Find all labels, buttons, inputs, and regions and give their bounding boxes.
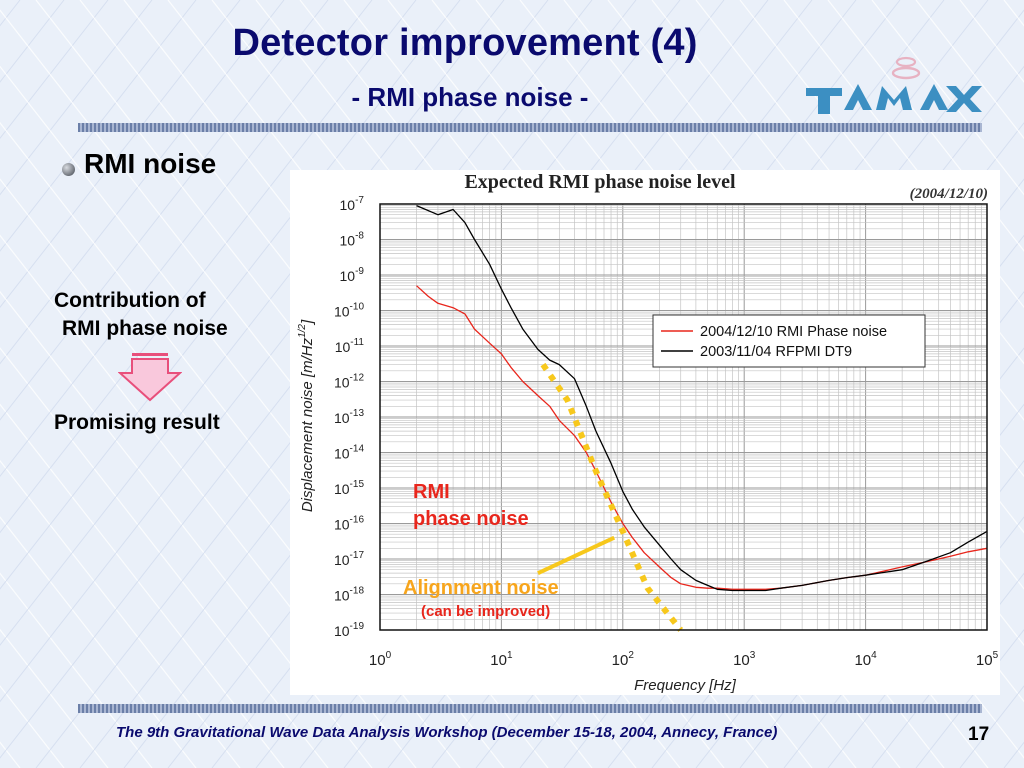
chart-series-layer: [416, 205, 988, 632]
legend-entry-rmi: 2004/12/10 RMI Phase noise: [700, 324, 887, 340]
x-tick-label: 103: [733, 650, 756, 669]
x-tick-label: 100: [369, 650, 392, 669]
plot-frame: [379, 203, 988, 631]
bottom-divider: [78, 704, 982, 713]
slide-subtitle: - RMI phase noise -: [351, 82, 589, 112]
result-text: Promising result: [54, 411, 220, 434]
chart-annotations: RMI phase noise Alignment noise (can be …: [403, 481, 616, 620]
contribution-line1: Contribution of: [54, 289, 206, 312]
y-tick-label: 10-7: [340, 195, 365, 213]
y-tick-label: 10-17: [334, 550, 364, 568]
chart-panel: [290, 170, 1000, 695]
chart-grid: [380, 204, 987, 630]
chart-legend: 2004/12/10 RMI Phase noise 2003/11/04 RF…: [652, 314, 926, 368]
contribution-line2: RMI phase noise: [62, 317, 228, 340]
top-divider: [78, 123, 982, 132]
annotation-rmi-line1: RMI: [413, 481, 450, 503]
chart-frame: [379, 203, 988, 631]
legend-entry-rfpmi: 2003/11/04 RFPMI DT9: [700, 344, 852, 360]
bullet-icon: [62, 163, 75, 176]
y-tick-label: 10-18: [334, 586, 364, 604]
annotation-arrow: [537, 535, 616, 575]
x-tick-label: 102: [612, 650, 635, 669]
x-tick-label: 101: [490, 650, 513, 669]
x-tick-label: 104: [854, 650, 877, 669]
y-tick-label: 10-10: [334, 302, 364, 320]
annotation-alignment-sub: (can be improved): [421, 603, 550, 620]
y-tick-label: 10-13: [334, 408, 364, 426]
chart-date-note: (2004/12/10): [910, 186, 988, 202]
y-tick-label: 10-12: [334, 373, 364, 391]
slide-title: Detector improvement (4): [232, 22, 698, 64]
y-tick-label: 10-14: [334, 444, 364, 462]
alignment-noise-line: [540, 362, 684, 632]
y-tick-label: 10-11: [335, 337, 365, 355]
y-tick-label: 10-8: [340, 231, 365, 249]
y-axis-label-main: Displacement noise [m/Hz: [299, 337, 316, 512]
y-tick-label: 10-15: [334, 479, 364, 497]
tama-logo-icon: [806, 56, 982, 114]
y-tick-label: 10-19: [334, 621, 364, 639]
page-number: 17: [968, 724, 990, 745]
annotation-alignment: Alignment noise: [403, 577, 559, 599]
y-axis-label: Displacement noise [m/Hz1/2]: [297, 319, 316, 512]
y-tick-label: 10-16: [334, 515, 364, 533]
series-line-rfpmi-dt9: [416, 205, 988, 592]
x-tick-label: 105: [976, 650, 999, 669]
noise-chart: Expected RMI phase noise level (2004/12/…: [297, 171, 999, 694]
y-axis-label-sup: 1/2: [297, 324, 308, 338]
chart-tick-labels: 100 101 102 103 104 105 10-7 10-8 10-9 10-10 10-11…: [334, 195, 999, 669]
bullet-heading: RMI noise: [84, 148, 217, 179]
y-tick-label: 10-9: [340, 266, 365, 284]
footer-text: The 9th Gravitational Wave Data Analysis…: [116, 724, 778, 741]
chart-title: Expected RMI phase noise level: [464, 171, 736, 193]
x-axis-label: Frequency [Hz]: [634, 677, 737, 694]
y-axis-label-end: ]: [299, 319, 316, 326]
down-arrow-icon: [118, 353, 182, 402]
annotation-rmi-line2: phase noise: [413, 508, 529, 530]
